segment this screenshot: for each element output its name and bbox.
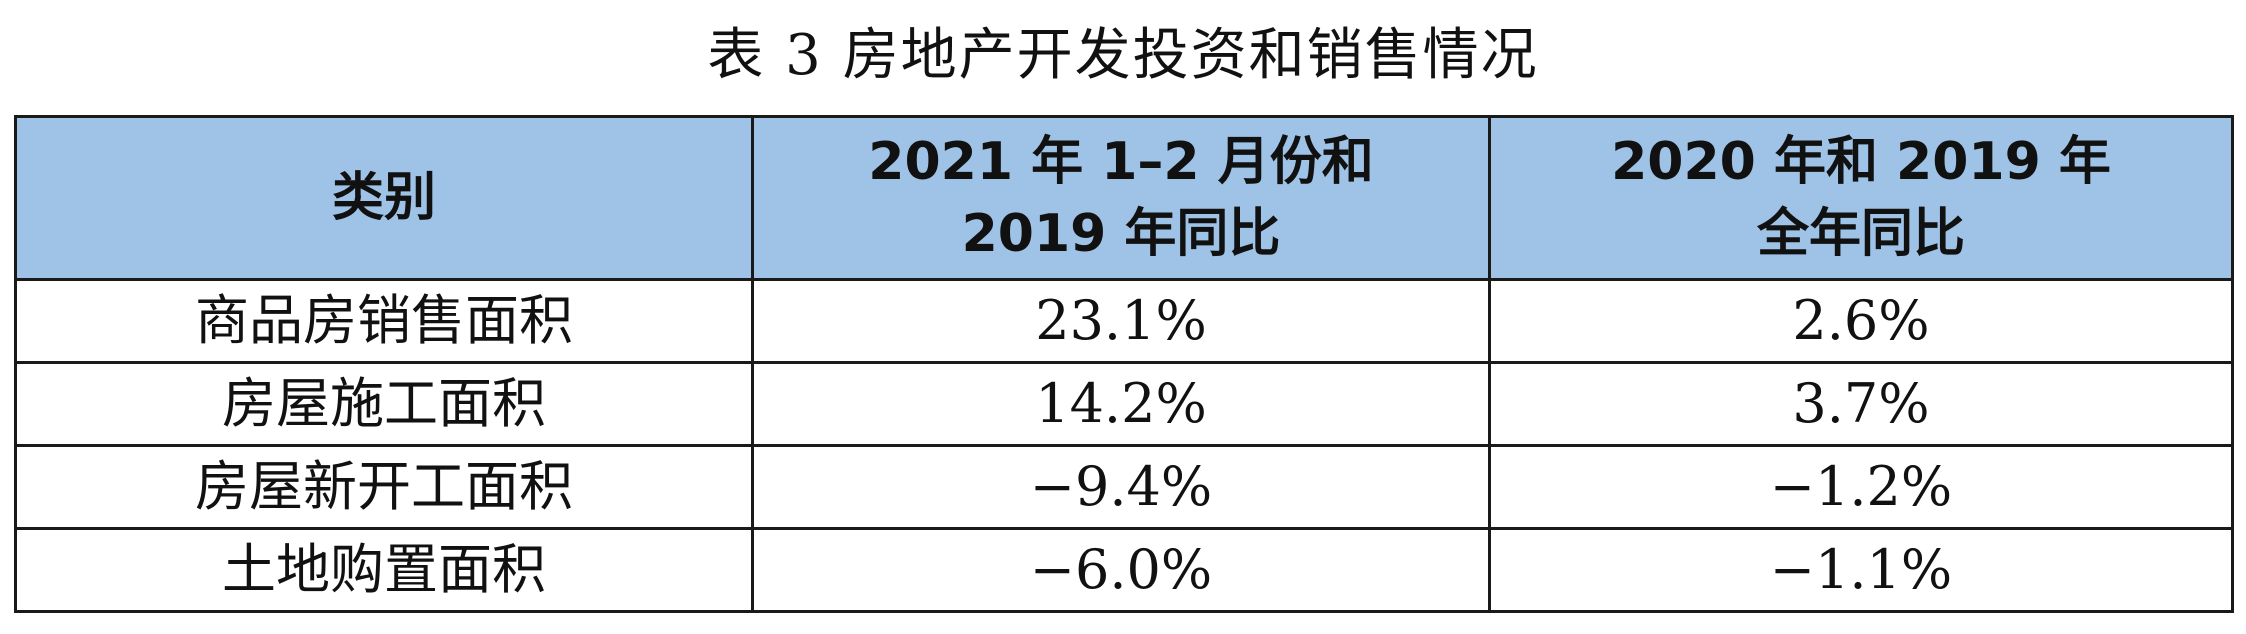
table-row: 商品房销售面积 23.1% 2.6% <box>14 278 2234 364</box>
row-value-2020: −1.2% <box>1488 444 2234 530</box>
row-value-2020: 2.6% <box>1488 278 2234 364</box>
row-value-2021: 23.1% <box>751 278 1491 364</box>
header-2020-line2: 全年同比 <box>1756 204 1965 264</box>
row-value-2021: −6.0% <box>751 527 1491 613</box>
header-category: 类别 <box>14 115 754 281</box>
table-header: 类别 2021 年 1–2 月份和 2019 年同比 2020 年和 2019 … <box>14 115 2234 281</box>
header-2021-line1: 2021 年 1–2 月份和 <box>868 132 1374 192</box>
header-2020-line1: 2020 年和 2019 年 <box>1611 132 2111 192</box>
table-row: 土地购置面积 −6.0% −1.1% <box>14 527 2234 613</box>
row-category: 房屋施工面积 <box>14 361 754 447</box>
data-table: 类别 2021 年 1–2 月份和 2019 年同比 2020 年和 2019 … <box>14 115 2234 613</box>
header-category-label: 类别 <box>331 168 436 228</box>
row-value-2020: 3.7% <box>1488 361 2234 447</box>
row-category: 商品房销售面积 <box>14 278 754 364</box>
row-value-2021: 14.2% <box>751 361 1491 447</box>
row-category: 土地购置面积 <box>14 527 754 613</box>
row-value-2021: −9.4% <box>751 444 1491 530</box>
table-title: 表 3 房地产开发投资和销售情况 <box>707 23 1539 88</box>
table-row: 房屋施工面积 14.2% 3.7% <box>14 361 2234 447</box>
row-category: 房屋新开工面积 <box>14 444 754 530</box>
table-row: 房屋新开工面积 −9.4% −1.2% <box>14 444 2234 530</box>
header-2021-vs-2019: 2021 年 1–2 月份和 2019 年同比 <box>751 115 1491 281</box>
header-2021-line2: 2019 年同比 <box>961 204 1281 264</box>
header-2020-vs-2019: 2020 年和 2019 年 全年同比 <box>1488 115 2234 281</box>
table-body: 商品房销售面积 23.1% 2.6% 房屋施工面积 14.2% 3.7% 房屋新… <box>14 278 2234 613</box>
row-value-2020: −1.1% <box>1488 527 2234 613</box>
header-row: 类别 2021 年 1–2 月份和 2019 年同比 2020 年和 2019 … <box>14 115 2234 281</box>
